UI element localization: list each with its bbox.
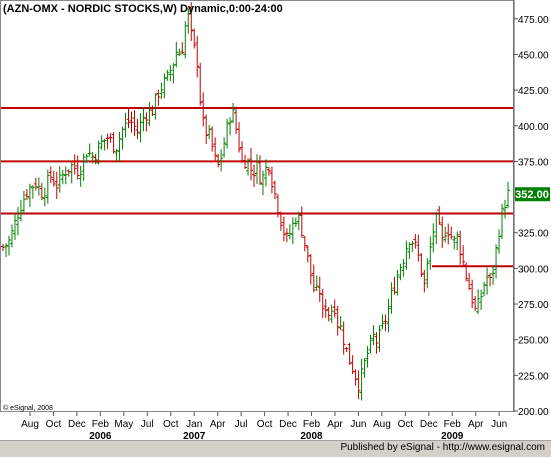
y-tick-label: 275.00 bbox=[518, 300, 549, 311]
x-year-label: 2009 bbox=[441, 431, 464, 440]
chart-svg: 200.00225.00250.00275.00300.00325.00350.… bbox=[0, 0, 551, 442]
x-month-label: Apr bbox=[327, 419, 343, 430]
x-month-label: May bbox=[114, 419, 133, 430]
x-year-label: 2006 bbox=[89, 431, 112, 440]
y-tick-label: 425.00 bbox=[518, 86, 549, 97]
x-month-label: Dec bbox=[68, 419, 86, 430]
x-month-label: Apr bbox=[468, 419, 484, 430]
chart-background bbox=[0, 0, 551, 440]
x-month-label: Aug bbox=[373, 419, 391, 430]
y-tick-label: 325.00 bbox=[518, 229, 549, 240]
publisher-credit[interactable]: Published by eSignal - http://www.esigna… bbox=[340, 442, 545, 453]
x-month-label: Feb bbox=[92, 419, 110, 430]
x-month-label: Oct bbox=[257, 419, 273, 430]
y-tick-label: 200.00 bbox=[518, 407, 549, 418]
x-month-label: Feb bbox=[444, 419, 462, 430]
y-tick-label: 475.00 bbox=[518, 15, 549, 26]
x-month-label: Oct bbox=[398, 419, 414, 430]
x-month-label: Jul bbox=[141, 419, 154, 430]
y-axis-panel bbox=[514, 0, 551, 412]
x-month-label: Oct bbox=[163, 419, 179, 430]
y-tick-label: 400.00 bbox=[518, 122, 549, 133]
last-price-tag: 352.00 bbox=[515, 187, 550, 202]
x-month-label: Jul bbox=[235, 419, 248, 430]
x-month-label: Oct bbox=[46, 419, 62, 430]
x-month-label: Jun bbox=[350, 419, 366, 430]
x-month-label: Jan bbox=[186, 419, 202, 430]
x-year-label: 2008 bbox=[300, 431, 323, 440]
x-month-label: Dec bbox=[279, 419, 297, 430]
esignal-watermark: © eSignal, 2008 bbox=[3, 404, 53, 412]
x-month-label: Dec bbox=[420, 419, 438, 430]
chart-title: (AZN-OMX - NORDIC STOCKS,W) Dynamic,0:00… bbox=[3, 3, 283, 15]
y-tick-label: 300.00 bbox=[518, 264, 549, 275]
x-month-label: Feb bbox=[303, 419, 321, 430]
x-year-label: 2007 bbox=[183, 431, 206, 440]
y-tick-label: 450.00 bbox=[518, 50, 549, 61]
last-price-label: 352.00 bbox=[515, 189, 549, 201]
x-month-label: Apr bbox=[210, 419, 226, 430]
x-month-label: Jun bbox=[491, 419, 507, 430]
y-tick-label: 375.00 bbox=[518, 157, 549, 168]
y-tick-label: 250.00 bbox=[518, 336, 549, 347]
footer-bar: Published by eSignal - http://www.esigna… bbox=[0, 440, 551, 457]
last-price-tag-bg bbox=[515, 187, 550, 202]
y-tick-label: 225.00 bbox=[518, 371, 549, 382]
x-month-label: Aug bbox=[21, 419, 39, 430]
